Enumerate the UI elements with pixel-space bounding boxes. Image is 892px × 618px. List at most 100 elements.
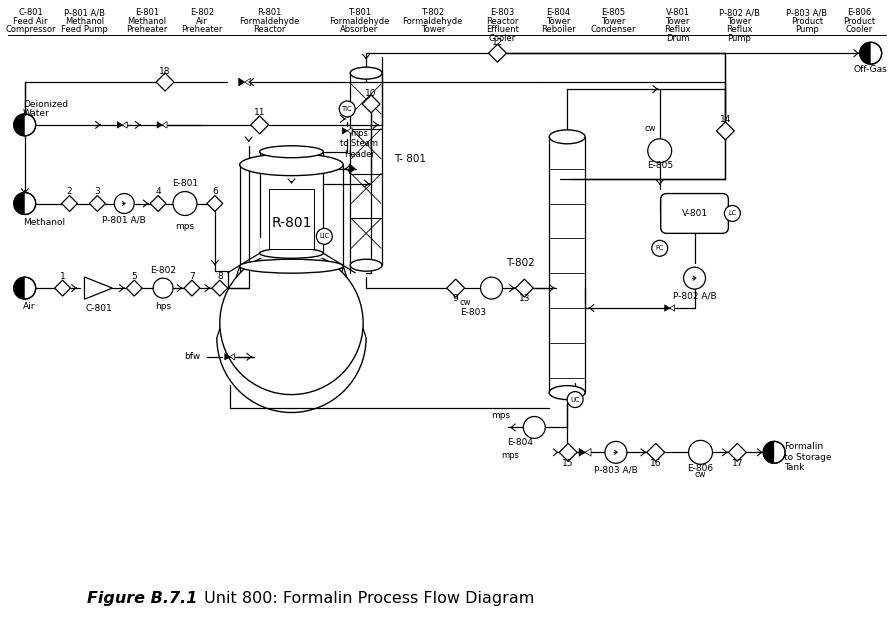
Text: Off-Gas: Off-Gas [854,65,888,74]
Text: Tower: Tower [727,17,752,26]
Text: Product: Product [843,17,875,26]
Circle shape [724,206,740,221]
Polygon shape [670,305,674,311]
Polygon shape [349,164,355,174]
Text: mps: mps [176,222,194,231]
Text: E-805: E-805 [601,9,625,17]
Text: 3: 3 [95,187,100,196]
Text: Drum: Drum [665,34,690,43]
Text: E-802: E-802 [150,266,176,274]
Circle shape [153,278,173,298]
Text: Reflux: Reflux [726,25,753,35]
Text: LC: LC [728,211,737,216]
Polygon shape [347,127,352,134]
Text: E-803: E-803 [460,308,487,318]
Text: 7: 7 [189,272,194,281]
Text: hps: hps [155,302,171,310]
Text: Reboiler: Reboiler [541,25,575,35]
Text: 6: 6 [212,187,218,196]
Text: Deionized: Deionized [23,101,68,109]
Text: P-803 A/B: P-803 A/B [787,9,828,17]
Text: 5: 5 [131,272,137,281]
Text: 14: 14 [720,116,731,124]
FancyBboxPatch shape [661,193,729,234]
Ellipse shape [351,259,382,271]
Text: Compressor: Compressor [5,25,56,35]
Circle shape [13,114,36,136]
Ellipse shape [260,146,323,158]
Circle shape [13,193,36,214]
Text: T- 801: T- 801 [394,154,426,164]
Text: Preheater: Preheater [181,25,223,35]
Text: UC: UC [570,397,580,402]
Text: 9: 9 [453,294,458,303]
Circle shape [219,252,363,394]
Polygon shape [239,78,244,86]
Polygon shape [559,443,577,461]
Text: E-801: E-801 [135,9,160,17]
Polygon shape [54,280,70,296]
Text: Air: Air [196,17,208,26]
Text: E-805: E-805 [647,161,673,170]
Polygon shape [225,353,230,360]
Text: Pump: Pump [727,34,751,43]
Text: E-804: E-804 [508,438,533,447]
Ellipse shape [260,248,323,258]
Text: Preheater: Preheater [127,25,168,35]
Text: Formalin
to Storage
Tank: Formalin to Storage Tank [784,442,831,472]
Text: Cooler: Cooler [845,25,872,35]
Text: P-803 A/B: P-803 A/B [594,466,638,475]
Text: Feed Pump: Feed Pump [61,25,108,35]
Text: 8: 8 [217,272,223,281]
Bar [260,239,323,258]
Polygon shape [157,122,162,128]
Text: E-806: E-806 [688,464,714,473]
Text: 18: 18 [160,67,171,75]
Polygon shape [127,280,142,296]
Polygon shape [585,449,591,456]
Text: R-801: R-801 [271,216,311,231]
Ellipse shape [549,386,585,400]
Text: R-801: R-801 [258,9,282,17]
Polygon shape [62,195,78,211]
Text: E-801: E-801 [172,179,198,188]
Text: cw: cw [644,124,656,133]
Polygon shape [343,127,347,134]
Text: 11: 11 [254,108,266,117]
Text: E-806: E-806 [847,9,871,17]
Text: Reflux: Reflux [665,25,691,35]
Polygon shape [244,78,251,86]
Polygon shape [118,122,122,128]
Text: 1: 1 [60,272,65,281]
Wedge shape [860,42,871,64]
Text: C-801: C-801 [85,303,112,313]
Text: TIC: TIC [342,106,352,112]
Circle shape [13,277,36,299]
Text: Water: Water [23,109,49,119]
Polygon shape [489,44,507,62]
Text: Tower: Tower [600,17,625,26]
Wedge shape [13,114,25,136]
Ellipse shape [240,259,343,273]
Text: Pump: Pump [795,25,819,35]
Circle shape [114,193,134,213]
Text: Figure B.7.1: Figure B.7.1 [87,591,197,606]
Wedge shape [13,193,25,214]
Text: Formaldehyde: Formaldehyde [329,17,389,26]
Text: Tower: Tower [665,17,690,26]
Text: E-803: E-803 [491,9,515,17]
Polygon shape [362,95,380,113]
Text: Methanol: Methanol [128,17,167,26]
Text: C-801: C-801 [19,9,43,17]
Ellipse shape [351,67,382,79]
Text: mps
to Steam
Header: mps to Steam Header [340,129,378,159]
Text: Reactor: Reactor [253,25,285,35]
Text: P-801 A/B: P-801 A/B [64,9,105,17]
Circle shape [317,229,333,244]
Text: Tower: Tower [421,25,445,35]
Polygon shape [162,122,167,128]
Polygon shape [156,73,174,91]
Text: Condenser: Condenser [591,25,636,35]
Polygon shape [716,122,734,140]
Text: cw: cw [695,470,706,479]
